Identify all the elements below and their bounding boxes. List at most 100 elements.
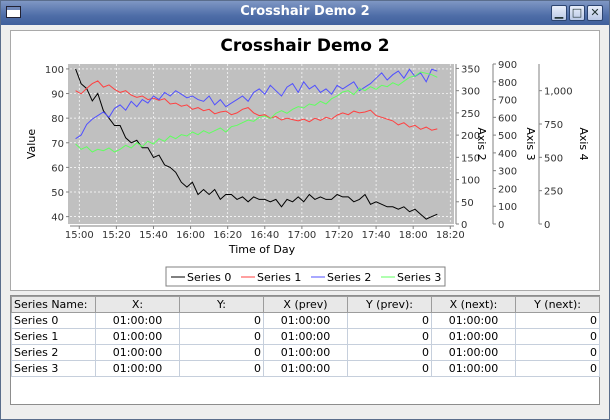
table-cell[interactable]: 0 xyxy=(515,328,600,345)
y-tick-label: 90 xyxy=(51,90,64,101)
right-tick-label: 500 xyxy=(544,153,563,164)
right-tick-label: 400 xyxy=(498,149,517,160)
table-row[interactable]: Series 0 01:00:00 0 01:00:00 0 01:00:00 0 xyxy=(11,312,600,329)
series-line xyxy=(75,68,438,140)
table-cell[interactable]: 01:00:00 xyxy=(263,312,348,329)
table-row[interactable]: Series 3 01:00:00 0 01:00:00 0 01:00:00 0 xyxy=(11,360,600,377)
right-tick-label: 300 xyxy=(461,87,480,98)
right-tick-label: 200 xyxy=(461,131,480,142)
right-tick-label: 100 xyxy=(498,202,517,213)
right-axis-label: Axis 3 xyxy=(524,127,537,160)
right-tick-label: 300 xyxy=(498,167,517,178)
table-cell[interactable]: 0 xyxy=(179,344,264,361)
right-tick-label: 0 xyxy=(498,220,504,231)
x-tick-label: 15:00 xyxy=(65,230,94,241)
table-header-cell[interactable]: Series Name: xyxy=(11,296,96,313)
y-tick-label: 100 xyxy=(45,65,64,76)
x-tick-label: 17:40 xyxy=(362,230,391,241)
table-cell[interactable]: 0 xyxy=(347,328,432,345)
chart[interactable]: Crosshair Demo 2 40 50 60 70 80 90 100 Value 15:0… xyxy=(11,31,599,290)
table-cell[interactable]: Series 1 xyxy=(11,328,96,345)
y-tick-label: 60 xyxy=(51,163,64,174)
table-row[interactable]: Series 2 01:00:00 0 01:00:00 0 01:00:00 0 xyxy=(11,344,600,361)
window-icon[interactable] xyxy=(6,6,21,18)
series-line xyxy=(75,71,438,153)
x-tick-label: 15:40 xyxy=(139,230,168,241)
table-cell[interactable]: 01:00:00 xyxy=(431,360,516,377)
y-tick-label: 80 xyxy=(51,114,64,125)
table-row[interactable]: Series 1 01:00:00 0 01:00:00 0 01:00:00 0 xyxy=(11,328,600,345)
crosshair-table[interactable]: Series Name: X: Y: X (prev) Y (prev): X (next… xyxy=(11,296,600,377)
right-axis-label: Axis 4 xyxy=(577,127,590,160)
table-cell[interactable]: 0 xyxy=(179,328,264,345)
table-cell[interactable]: 0 xyxy=(347,312,432,329)
table-header-row: Series Name: X: Y: X (prev) Y (prev): X (next… xyxy=(11,296,600,313)
chart-title: Crosshair Demo 2 xyxy=(220,36,389,56)
table-cell[interactable]: 01:00:00 xyxy=(95,344,180,361)
legend-label: Series 3 xyxy=(397,271,441,284)
window-title: Crosshair Demo 2 xyxy=(240,4,370,19)
table-header-cell[interactable]: Y (prev): xyxy=(347,296,432,313)
legend-label: Series 1 xyxy=(257,271,301,284)
right-tick-label: 800 xyxy=(498,78,517,89)
minimize-button[interactable]: ▁ xyxy=(551,5,567,21)
table-cell[interactable]: Series 2 xyxy=(11,344,96,361)
table-cell[interactable]: 0 xyxy=(515,312,600,329)
x-tick-label: 16:00 xyxy=(176,230,205,241)
table-cell[interactable]: 0 xyxy=(347,360,432,377)
x-tick-label: 18:20 xyxy=(436,230,465,241)
table-cell[interactable]: 0 xyxy=(515,344,600,361)
table-header-cell[interactable]: X (prev) xyxy=(263,296,348,313)
series-line xyxy=(75,80,438,131)
table-body: Series 0 01:00:00 0 01:00:00 0 01:00:00 0 Serie… xyxy=(11,312,600,377)
table-cell[interactable]: 01:00:00 xyxy=(263,344,348,361)
y-tick-label: 70 xyxy=(51,139,64,150)
table-cell[interactable]: 01:00:00 xyxy=(95,312,180,329)
table-cell[interactable]: Series 0 xyxy=(11,312,96,329)
y-tick-label: 50 xyxy=(51,188,64,199)
table-header-cell[interactable]: X: xyxy=(95,296,180,313)
minimize-icon: ▁ xyxy=(554,6,564,19)
table-cell[interactable]: 0 xyxy=(179,312,264,329)
plot-area xyxy=(70,64,454,224)
x-tick-label: 16:20 xyxy=(213,230,242,241)
close-button[interactable]: ✕ xyxy=(587,5,603,21)
maximize-icon: □ xyxy=(571,6,583,19)
table-header-cell[interactable]: X (next): xyxy=(431,296,516,313)
right-tick-label: 750 xyxy=(544,120,563,131)
right-tick-label: 150 xyxy=(461,153,480,164)
maximize-button[interactable]: □ xyxy=(569,5,585,21)
table-cell[interactable]: 01:00:00 xyxy=(263,328,348,345)
table-cell[interactable]: 0 xyxy=(347,344,432,361)
table-cell[interactable]: 0 xyxy=(179,360,264,377)
series-line xyxy=(75,68,438,220)
table-cell[interactable]: 01:00:00 xyxy=(95,328,180,345)
crosshair-table-panel[interactable]: Series Name: X: Y: X (prev) Y (prev): X (next… xyxy=(10,295,600,405)
table-cell[interactable]: 01:00:00 xyxy=(431,312,516,329)
table-cell[interactable]: 01:00:00 xyxy=(431,344,516,361)
right-tick-label: 700 xyxy=(498,96,517,107)
x-tick-label: 16:40 xyxy=(250,230,279,241)
right-tick-label: 600 xyxy=(498,113,517,124)
right-tick-label: 200 xyxy=(498,184,517,195)
legend-label: Series 0 xyxy=(187,271,231,284)
table-cell[interactable]: 01:00:00 xyxy=(95,360,180,377)
y-tick-label: 40 xyxy=(51,213,64,224)
right-axis-label: Axis 2 xyxy=(475,127,488,160)
x-axis-label: Time of Day xyxy=(228,243,296,256)
x-tick-label: 17:00 xyxy=(287,230,316,241)
legend-box xyxy=(165,266,446,287)
table-cell[interactable]: 01:00:00 xyxy=(263,360,348,377)
right-tick-label: 900 xyxy=(498,60,517,71)
table-header-cell[interactable]: Y: xyxy=(179,296,264,313)
table-cell[interactable]: Series 3 xyxy=(11,360,96,377)
right-tick-label: 0 xyxy=(544,220,550,231)
table-cell[interactable]: 0 xyxy=(515,360,600,377)
chart-panel[interactable]: Crosshair Demo 2 40 50 60 70 80 90 100 Value 15:0… xyxy=(10,30,600,291)
table-cell[interactable]: 01:00:00 xyxy=(431,328,516,345)
y-axis-label: Value xyxy=(25,129,38,159)
table-header-cell[interactable]: Y (next): xyxy=(515,296,600,313)
right-tick-label: 250 xyxy=(544,187,563,198)
title-bar[interactable]: Crosshair Demo 2 ▁ □ ✕ xyxy=(1,1,609,25)
